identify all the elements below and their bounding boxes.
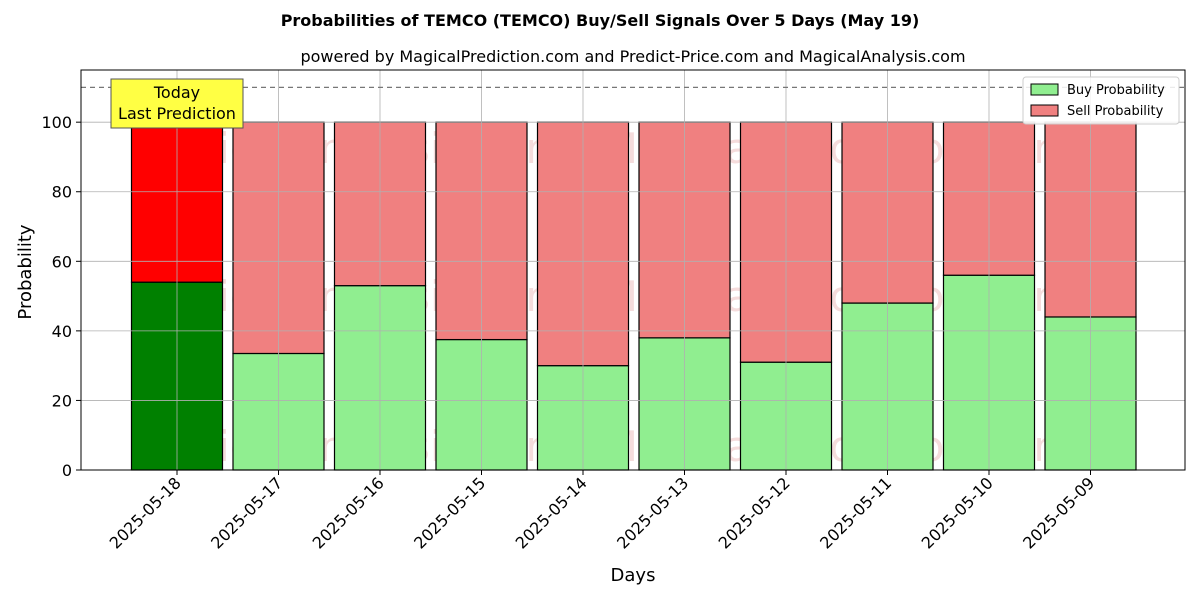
x-tick-label: 2025-05-16 [309,473,388,552]
x-tick-label: 2025-05-10 [918,473,997,552]
plot-area: MagicalAnalysis.comMagicalPrediction.com… [41,69,1186,553]
y-tick-label: 0 [62,461,72,480]
legend: Buy Probability Sell Probability [1022,76,1180,125]
legend-label: Buy Probability [1067,83,1165,98]
y-tick-label: 60 [52,252,72,271]
x-tick-label: 2025-05-09 [1019,473,1098,552]
y-tick-label: 40 [52,322,72,341]
legend-label: Sell Probability [1067,104,1164,119]
x-tick-label: 2025-05-17 [207,473,286,552]
x-tick-label: 2025-05-15 [410,473,489,552]
plot-frame [80,69,1186,471]
legend-box [1022,76,1180,125]
chart-subtitle: powered by MagicalPrediction.com and Pre… [300,47,965,66]
annotation-text: Last Prediction [118,104,236,123]
x-tick-label: 2025-05-11 [816,473,895,552]
y-tick-label: 80 [52,183,72,202]
x-tick-label: 2025-05-14 [512,473,591,552]
x-axis-label: Days [611,565,656,586]
annotation-text: Today [153,83,200,102]
y-tick-label: 20 [52,391,72,410]
x-tick-label: 2025-05-18 [106,473,185,552]
y-tick-label: 100 [41,113,72,132]
legend-swatch [1030,83,1059,96]
x-tick-label: 2025-05-13 [613,473,692,552]
chart-title: Probabilities of TEMCO (TEMCO) Buy/Sell … [281,11,920,30]
x-tick-label: 2025-05-12 [715,473,794,552]
annotation-box [110,78,244,129]
y-axis-label: Probability [15,224,36,319]
legend-swatch [1030,104,1059,117]
